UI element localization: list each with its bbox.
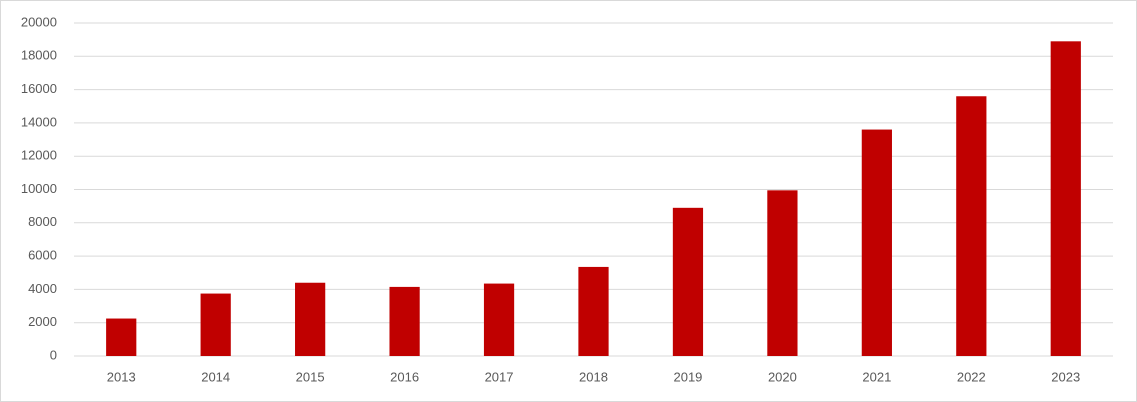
x-tick-label: 2013 xyxy=(107,369,136,384)
bar xyxy=(672,207,704,356)
y-tick-label: 6000 xyxy=(28,248,57,263)
bar xyxy=(956,96,987,356)
x-tick-label: 2021 xyxy=(862,369,891,384)
bar xyxy=(106,318,137,356)
x-tick-label: 2017 xyxy=(485,369,514,384)
bar xyxy=(389,286,420,356)
x-tick-label: 2023 xyxy=(1051,369,1080,384)
x-tick-label: 2020 xyxy=(768,369,797,384)
y-tick-label: 20000 xyxy=(21,14,57,29)
y-tick-label: 8000 xyxy=(28,214,57,229)
x-tick-label: 2022 xyxy=(957,369,986,384)
x-tick-label: 2018 xyxy=(579,369,608,384)
y-tick-label: 4000 xyxy=(28,281,57,296)
bar xyxy=(767,190,798,356)
bar xyxy=(483,283,515,356)
y-tick-label: 0 xyxy=(50,347,57,362)
y-tick-label: 18000 xyxy=(21,48,57,63)
bar xyxy=(578,266,609,356)
x-tick-label: 2015 xyxy=(296,369,325,384)
x-tick-label: 2016 xyxy=(390,369,419,384)
bar xyxy=(861,129,892,356)
y-tick-label: 10000 xyxy=(21,181,57,196)
bar xyxy=(1050,41,1081,356)
bar xyxy=(200,293,231,356)
x-tick-label: 2014 xyxy=(201,369,230,384)
y-tick-label: 12000 xyxy=(21,148,57,163)
bar xyxy=(295,282,326,356)
y-tick-label: 14000 xyxy=(21,114,57,129)
y-tick-label: 2000 xyxy=(28,314,57,329)
y-tick-label: 16000 xyxy=(21,81,57,96)
x-tick-label: 2019 xyxy=(673,369,702,384)
